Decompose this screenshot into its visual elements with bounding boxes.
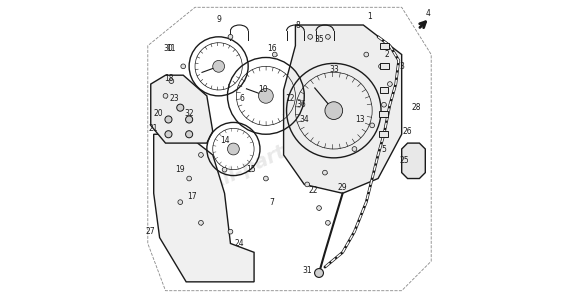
- Text: 7: 7: [269, 198, 274, 207]
- Bar: [379, 131, 387, 137]
- Circle shape: [382, 102, 386, 107]
- Circle shape: [323, 170, 327, 175]
- Text: 20: 20: [153, 109, 163, 118]
- Text: 4: 4: [426, 9, 431, 18]
- Circle shape: [379, 64, 383, 69]
- Circle shape: [325, 102, 343, 119]
- Text: 23: 23: [170, 94, 179, 103]
- Text: 26: 26: [403, 127, 412, 136]
- Circle shape: [258, 89, 273, 103]
- Text: 14: 14: [220, 136, 229, 145]
- Text: 33: 33: [329, 65, 339, 74]
- Circle shape: [181, 64, 186, 69]
- Text: 2: 2: [384, 50, 389, 59]
- Text: 13: 13: [356, 115, 365, 124]
- Text: 1: 1: [367, 12, 372, 21]
- Circle shape: [165, 116, 172, 123]
- Circle shape: [222, 167, 227, 172]
- Text: 19: 19: [175, 165, 185, 174]
- Text: 10: 10: [258, 86, 267, 94]
- Text: 24: 24: [234, 239, 244, 248]
- Circle shape: [325, 221, 330, 225]
- Circle shape: [263, 176, 268, 181]
- Circle shape: [199, 153, 203, 157]
- Circle shape: [325, 35, 330, 39]
- Bar: [379, 111, 388, 117]
- Circle shape: [186, 116, 193, 123]
- Circle shape: [228, 35, 233, 39]
- Text: 30: 30: [164, 44, 173, 53]
- Circle shape: [317, 206, 321, 210]
- Circle shape: [186, 131, 193, 138]
- Circle shape: [272, 52, 277, 57]
- Circle shape: [187, 176, 192, 181]
- Circle shape: [199, 221, 203, 225]
- Bar: [380, 63, 389, 69]
- Polygon shape: [151, 75, 212, 143]
- Text: 31: 31: [302, 266, 312, 274]
- Text: 17: 17: [187, 192, 197, 201]
- Bar: [380, 87, 389, 93]
- Text: 29: 29: [338, 183, 347, 192]
- Text: 34: 34: [299, 115, 309, 124]
- Text: 32: 32: [184, 109, 194, 118]
- Circle shape: [169, 79, 174, 83]
- Text: 25: 25: [400, 156, 409, 165]
- Circle shape: [178, 200, 182, 204]
- Text: 8: 8: [296, 21, 301, 30]
- Text: 15: 15: [246, 165, 256, 174]
- Text: 16: 16: [267, 44, 277, 53]
- Text: 12: 12: [285, 94, 294, 103]
- Text: All-partsdb.com: All-partsdb.com: [206, 103, 373, 195]
- Circle shape: [305, 182, 310, 187]
- Circle shape: [177, 104, 184, 111]
- Text: 27: 27: [146, 227, 156, 236]
- Text: 28: 28: [412, 103, 421, 112]
- Circle shape: [308, 35, 313, 39]
- Text: 22: 22: [309, 186, 318, 195]
- Text: 3: 3: [400, 62, 404, 71]
- Text: 9: 9: [216, 15, 221, 24]
- Circle shape: [314, 268, 324, 277]
- Text: 6: 6: [240, 94, 245, 103]
- Text: 36: 36: [296, 100, 306, 109]
- Circle shape: [165, 131, 172, 138]
- Circle shape: [228, 143, 239, 155]
- Polygon shape: [402, 143, 426, 179]
- Polygon shape: [284, 25, 402, 193]
- Circle shape: [387, 82, 392, 86]
- Circle shape: [352, 147, 357, 151]
- Text: 11: 11: [167, 44, 176, 53]
- Polygon shape: [153, 134, 254, 282]
- Circle shape: [364, 52, 369, 57]
- Circle shape: [228, 229, 233, 234]
- Bar: [380, 43, 389, 49]
- Text: 18: 18: [164, 74, 173, 83]
- Text: 21: 21: [149, 124, 159, 133]
- Circle shape: [370, 123, 375, 128]
- Circle shape: [212, 60, 225, 72]
- Circle shape: [163, 94, 168, 98]
- Text: 35: 35: [314, 35, 324, 44]
- Text: 5: 5: [382, 145, 386, 153]
